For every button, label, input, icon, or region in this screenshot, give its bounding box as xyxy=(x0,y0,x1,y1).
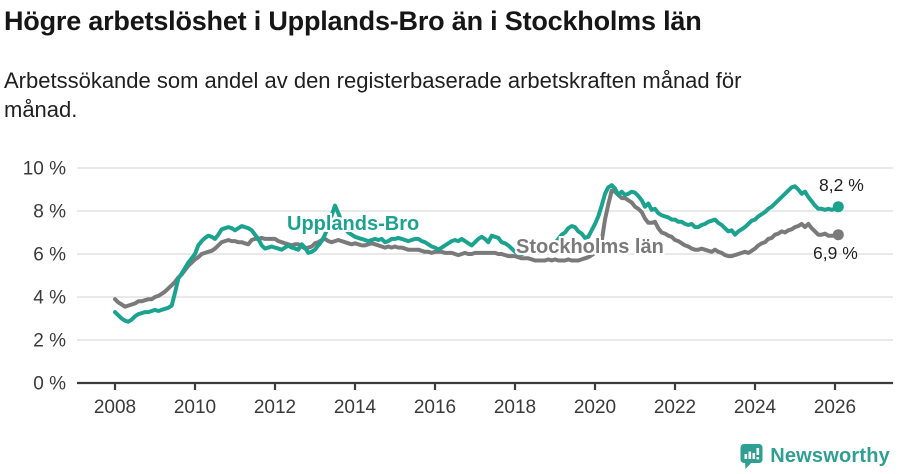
newsworthy-logo-icon xyxy=(740,444,763,469)
data-line-upplands-bro xyxy=(113,183,841,324)
x-axis-tick-label: 2008 xyxy=(94,397,136,418)
end-dot-stockholms-l-n xyxy=(832,229,844,241)
end-dot-upplands-bro xyxy=(832,201,844,213)
brand-name: Newsworthy xyxy=(770,445,890,467)
end-value-label-stockholms-lan: 6,9 % xyxy=(813,243,858,263)
x-axis-tick-label: 2026 xyxy=(814,397,856,418)
x-axis-tick-label: 2016 xyxy=(414,397,456,418)
brand-footer: Newsworthy xyxy=(739,443,890,470)
y-axis-tick-label: 2 % xyxy=(33,331,66,352)
series-label-stockholms-lan: Stockholms län xyxy=(516,236,664,258)
x-axis-tick-label: 2022 xyxy=(654,397,696,418)
y-axis-tick-label: 0 % xyxy=(33,374,66,395)
line-chart: 10 % 8 % 6 % 4 % 2 % 0 % 2008 2010 2012 2014 2016 2… xyxy=(23,159,893,418)
end-value-label-upplands-bro: 8,2 % xyxy=(819,175,864,195)
series-label-upplands-bro: Upplands-Bro xyxy=(287,213,420,235)
page-subtitle: Arbetssökande som andel av den registerb… xyxy=(4,68,742,123)
x-axis-tick-label: 2014 xyxy=(334,397,377,418)
x-axis-tick-label: 2010 xyxy=(174,397,216,418)
y-axis-tick-label: 6 % xyxy=(33,245,66,266)
x-axis-tick-label: 2024 xyxy=(734,397,777,418)
x-axis-tick-label: 2018 xyxy=(494,397,536,418)
x-axis-tick-label: 2020 xyxy=(574,397,616,418)
y-axis-tick-label: 8 % xyxy=(33,202,66,223)
page-title: Högre arbetslöshet i Upplands-Bro än i S… xyxy=(4,6,702,36)
data-line-stockholms-l-n xyxy=(113,188,841,309)
y-axis-tick-label: 4 % xyxy=(33,288,66,309)
x-axis-tick-label: 2012 xyxy=(254,397,296,418)
chart-header: Högre arbetslöshet i Upplands-Bro än i S… xyxy=(4,0,884,124)
y-axis-tick-label: 10 % xyxy=(23,159,66,180)
